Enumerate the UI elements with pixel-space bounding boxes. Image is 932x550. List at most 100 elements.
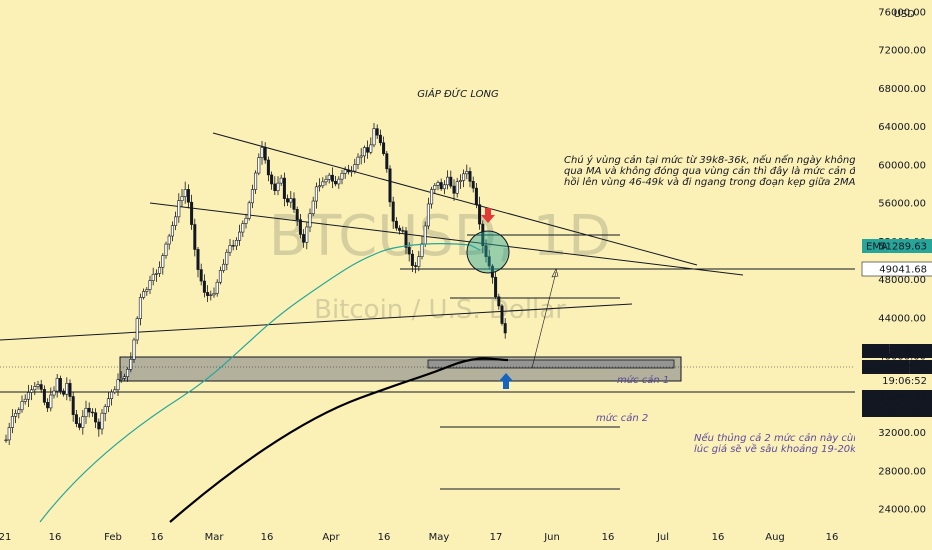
candle bbox=[449, 170, 453, 189]
candle bbox=[417, 250, 421, 272]
candle bbox=[378, 129, 382, 146]
candle bbox=[356, 153, 360, 170]
price-tag-value: 38401.26 bbox=[879, 393, 927, 404]
candle-body bbox=[186, 189, 190, 203]
candle-body bbox=[423, 225, 427, 245]
candle-body bbox=[142, 291, 146, 298]
candle-body bbox=[199, 269, 203, 282]
candle-body bbox=[231, 245, 235, 247]
candle-body bbox=[39, 384, 43, 390]
candle bbox=[222, 259, 226, 273]
candle bbox=[375, 124, 379, 139]
candle bbox=[414, 262, 418, 274]
candle-body bbox=[145, 289, 149, 292]
candle-body bbox=[113, 389, 117, 393]
candle bbox=[305, 222, 309, 250]
candle bbox=[199, 263, 203, 286]
candle-body bbox=[55, 378, 59, 392]
candle bbox=[180, 189, 184, 207]
candle-body bbox=[276, 182, 280, 192]
candle bbox=[196, 246, 200, 278]
candle-body bbox=[436, 182, 440, 186]
candle bbox=[439, 178, 443, 191]
candle-body bbox=[308, 213, 312, 228]
candle bbox=[430, 186, 434, 209]
candle-body bbox=[23, 398, 27, 402]
candle-body bbox=[234, 240, 238, 247]
candle-body bbox=[17, 409, 21, 414]
y-tick-label: 72000.00 bbox=[878, 46, 926, 57]
candle bbox=[490, 263, 494, 284]
candle bbox=[340, 169, 344, 185]
note-break: Nếu thủng cả 2 mức cản này cùng một lúc g… bbox=[694, 431, 890, 455]
candle bbox=[142, 288, 146, 300]
candle-body bbox=[215, 281, 219, 294]
x-tick-label: Mar bbox=[205, 532, 225, 543]
price-tag-name: BTCUSD bbox=[866, 363, 907, 374]
candle bbox=[394, 217, 398, 231]
candle-body bbox=[286, 198, 290, 203]
candle bbox=[471, 176, 475, 193]
candle bbox=[103, 404, 107, 422]
candle-body bbox=[302, 234, 306, 243]
y-tick-label: 28000.00 bbox=[878, 466, 926, 477]
candle-body bbox=[196, 249, 200, 270]
red-down-arrow bbox=[481, 208, 495, 223]
candle bbox=[324, 175, 328, 186]
level-49041: 49041.68 bbox=[861, 261, 932, 277]
candle bbox=[279, 174, 283, 186]
candle bbox=[481, 220, 485, 254]
candle bbox=[193, 218, 197, 257]
countdown-bg bbox=[890, 374, 932, 387]
candle-body bbox=[311, 200, 315, 215]
candle bbox=[260, 141, 264, 165]
candle bbox=[372, 122, 376, 148]
candle bbox=[238, 224, 242, 246]
candle bbox=[455, 177, 459, 198]
price-tag-value-bg bbox=[861, 261, 932, 277]
candle bbox=[186, 184, 190, 209]
x-tick-label: Jul bbox=[656, 532, 669, 543]
candle-body bbox=[353, 164, 357, 172]
candle bbox=[122, 373, 126, 381]
candle bbox=[330, 167, 334, 189]
candle-body bbox=[503, 323, 507, 334]
candle bbox=[33, 381, 37, 396]
candle-body bbox=[270, 174, 274, 185]
candle-body bbox=[378, 134, 382, 144]
candle bbox=[87, 402, 91, 418]
candle-body bbox=[10, 416, 14, 428]
candle-body bbox=[65, 383, 69, 395]
candle-body bbox=[129, 359, 133, 370]
candle-body bbox=[330, 174, 334, 182]
candle-body bbox=[318, 185, 322, 188]
candle bbox=[254, 170, 258, 194]
candle-body bbox=[62, 390, 66, 395]
price-tag-value-bg bbox=[862, 403, 932, 417]
candle bbox=[106, 391, 110, 413]
chart-title: GIÁP ĐỨC LONG bbox=[417, 87, 499, 100]
candle-body bbox=[33, 386, 37, 391]
countdown-label: 19:06:52 bbox=[882, 376, 927, 387]
candle bbox=[302, 229, 306, 248]
candle bbox=[385, 150, 389, 173]
candle-body bbox=[244, 217, 248, 224]
price-tag-value: 51289.63 bbox=[879, 242, 927, 253]
annotation-line: Chú ý vùng cản tại mức từ 39k8-36k, nếu … bbox=[564, 153, 884, 166]
candle-body bbox=[193, 224, 197, 250]
candle-body bbox=[407, 247, 411, 255]
candle-body bbox=[135, 318, 139, 341]
candle-body bbox=[455, 181, 459, 194]
annotation-line: lúc giá sẽ về sâu khoảng 19-20k bbox=[694, 443, 857, 455]
y-tick-label: 56000.00 bbox=[878, 199, 926, 210]
candle bbox=[346, 164, 350, 175]
price-tag-value-bg bbox=[862, 390, 932, 404]
candle bbox=[49, 387, 53, 412]
candle bbox=[68, 379, 72, 402]
candle bbox=[148, 275, 152, 295]
watermark-symbol: BTCUSD, 1D bbox=[269, 204, 611, 269]
candle-body bbox=[282, 177, 286, 199]
candle bbox=[126, 367, 130, 382]
